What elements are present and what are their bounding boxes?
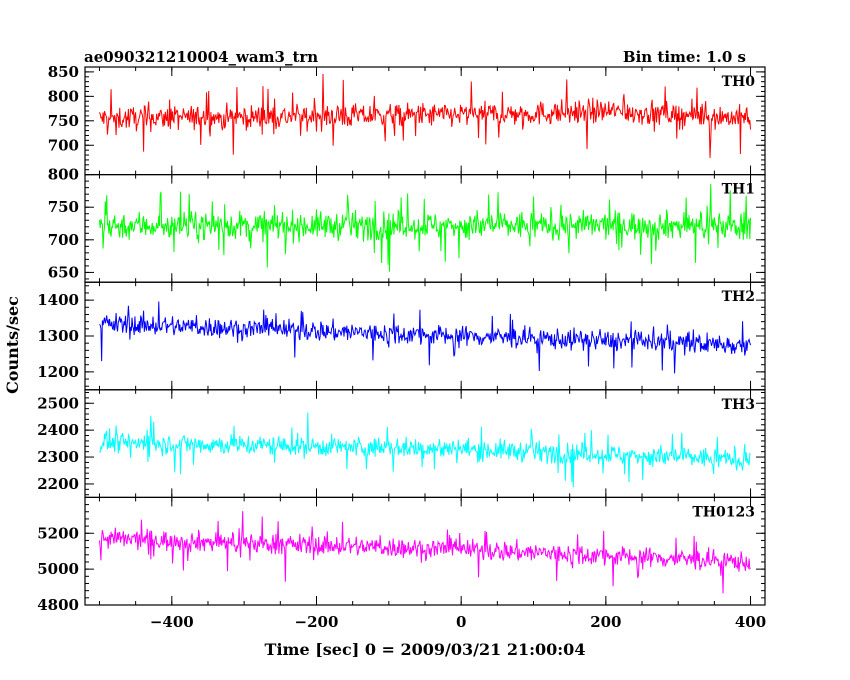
panel-th0123: 4800 5000 5200 TH0123	[37, 496, 766, 614]
y-tick-label: 1300	[37, 327, 79, 345]
panel-label: TH3	[722, 397, 755, 413]
x-tick-label: −200	[295, 613, 339, 631]
y-axis-label: Counts/sec	[3, 296, 22, 394]
x-tick-label: −400	[150, 613, 194, 631]
series-th0123	[98, 511, 751, 594]
series-th1	[98, 184, 752, 272]
x-axis-label: Time [sec] 0 = 2009/03/21 21:00:04	[265, 640, 586, 659]
y-tick-label: 700	[48, 231, 79, 249]
y-tick-label: 4800	[37, 596, 79, 614]
y-tick-label: 1200	[37, 363, 79, 381]
y-tick-label: 2500	[37, 394, 79, 412]
panel-label: TH2	[722, 289, 755, 305]
x-tick-label: 400	[735, 613, 766, 631]
panel-th3: 2200 2300 2400 2500 TH3	[37, 389, 766, 498]
chart-title-left: ae090321210004_wam3_trn	[84, 48, 318, 66]
panel-th0: 700 750 800 850 TH0	[48, 63, 766, 176]
panel-label: TH1	[722, 182, 755, 198]
y-tick-label: 750	[48, 112, 79, 130]
y-tick-label: 800	[48, 166, 79, 184]
series-th2	[99, 301, 752, 374]
y-tick-label: 700	[48, 136, 79, 154]
x-axis: −400 −200 0 200 400	[150, 613, 766, 631]
panel-th1: 650 700 750 800 TH1	[48, 166, 766, 283]
y-tick-label: 5000	[37, 560, 79, 578]
y-tick-label: 2300	[37, 448, 79, 466]
y-tick-label: 2400	[37, 421, 79, 439]
panels: 700 750 800 850 TH0 650 700 750 800 TH1 1200 1300 14…	[37, 63, 766, 614]
y-tick-label: 850	[48, 63, 79, 81]
y-tick-label: 1400	[37, 291, 79, 309]
chart-title-right: Bin time: 1.0 s	[623, 48, 746, 66]
series-th3	[99, 412, 751, 488]
x-tick-label: 200	[590, 613, 621, 631]
panel-label: TH0123	[692, 504, 755, 520]
y-tick-label: 5200	[37, 524, 79, 542]
x-tick-label: 0	[456, 613, 466, 631]
y-tick-label: 2200	[37, 475, 79, 493]
panel-frame	[84, 66, 766, 176]
y-tick-label: 750	[48, 198, 79, 216]
panel-label: TH0	[722, 74, 756, 90]
y-tick-label: 800	[48, 87, 79, 105]
panel-th2: 1200 1300 1400 TH2	[37, 281, 766, 391]
series-th0	[99, 74, 752, 158]
y-tick-label: 650	[48, 263, 79, 281]
